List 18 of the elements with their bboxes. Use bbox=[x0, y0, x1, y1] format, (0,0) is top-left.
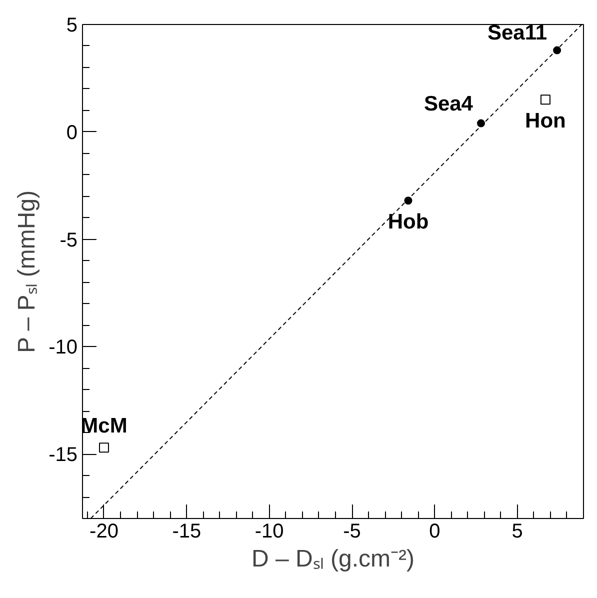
y-tick-label: 5 bbox=[66, 14, 78, 36]
annotation: Hob bbox=[388, 210, 429, 234]
annotation: Hon bbox=[525, 110, 566, 133]
x-tick-label: -5 bbox=[343, 520, 361, 542]
annotation: McM bbox=[80, 414, 128, 438]
y-axis-title: P – Pₛₗ (mmHg) bbox=[14, 190, 41, 354]
x-axis-title: D – Dₛₗ (g.cm⁻²) bbox=[252, 546, 414, 572]
y-tick-label: -5 bbox=[60, 229, 78, 252]
y-tick-label: -10 bbox=[48, 336, 78, 359]
annotation: Sea11 bbox=[487, 21, 548, 44]
x-tick-label: -15 bbox=[172, 520, 202, 542]
y-tick-label: -15 bbox=[48, 444, 78, 466]
x-tick-label: 5 bbox=[512, 520, 523, 542]
x-tick-label: -20 bbox=[90, 520, 118, 542]
x-tick-label: -10 bbox=[254, 520, 284, 542]
x-tick-label: 0 bbox=[429, 520, 440, 542]
annotation: Sea4 bbox=[424, 92, 474, 116]
y-tick-label: 0 bbox=[66, 122, 78, 144]
